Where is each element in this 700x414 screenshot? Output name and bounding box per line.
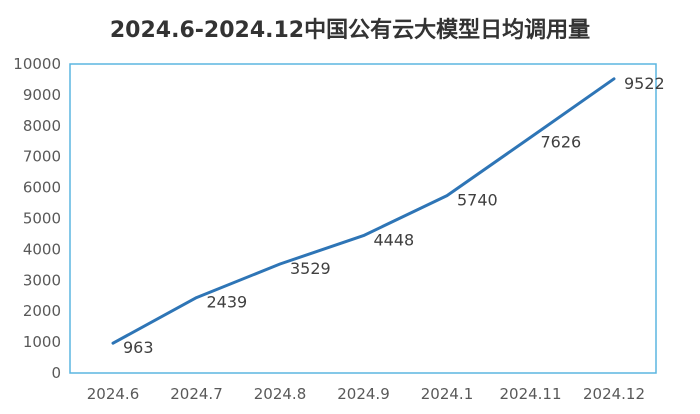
x-tick-label: 2024.11 <box>499 385 561 403</box>
y-tick-label: 6000 <box>23 179 61 197</box>
y-tick-label: 9000 <box>23 86 61 104</box>
y-tick-label: 4000 <box>23 240 61 258</box>
data-label: 5740 <box>457 191 498 210</box>
data-label: 3529 <box>290 259 331 278</box>
y-tick-label: 10000 <box>13 55 61 73</box>
x-axis-ticks: 2024.6 2024.7 2024.8 2024.9 2024.1 2024.11 202… <box>87 385 645 403</box>
y-tick-label: 2000 <box>23 302 61 320</box>
data-labels: 963 2439 3529 4448 5740 7626 9522 <box>123 74 665 357</box>
x-tick-label: 2024.8 <box>254 385 307 403</box>
series-line-group <box>111 77 616 345</box>
data-label: 4448 <box>374 231 415 250</box>
chart-title: 2024.6-2024.12中国公有云大模型日均调用量 <box>109 18 591 43</box>
x-tick-label: 2024.6 <box>87 385 140 403</box>
y-tick-label: 1000 <box>23 333 61 351</box>
y-axis-ticks: 0 1000 2000 3000 4000 5000 6000 7000 8000 9000 100… <box>13 55 61 382</box>
y-tick-label: 8000 <box>23 117 61 135</box>
data-label: 963 <box>123 338 154 357</box>
x-tick-label: 2024.12 <box>583 385 645 403</box>
y-tick-label: 5000 <box>23 210 61 228</box>
plot-frame <box>69 63 657 374</box>
x-tick-label: 2024.1 <box>421 385 474 403</box>
y-tick-label: 3000 <box>23 271 61 289</box>
data-label: 2439 <box>207 293 248 312</box>
y-tick-label: 0 <box>51 364 61 382</box>
data-label: 7626 <box>541 132 582 151</box>
x-tick-label: 2024.7 <box>170 385 223 403</box>
series-line <box>111 77 616 345</box>
x-tick-label: 2024.9 <box>337 385 390 403</box>
data-label: 9522 <box>624 74 665 93</box>
y-tick-label: 7000 <box>23 148 61 166</box>
